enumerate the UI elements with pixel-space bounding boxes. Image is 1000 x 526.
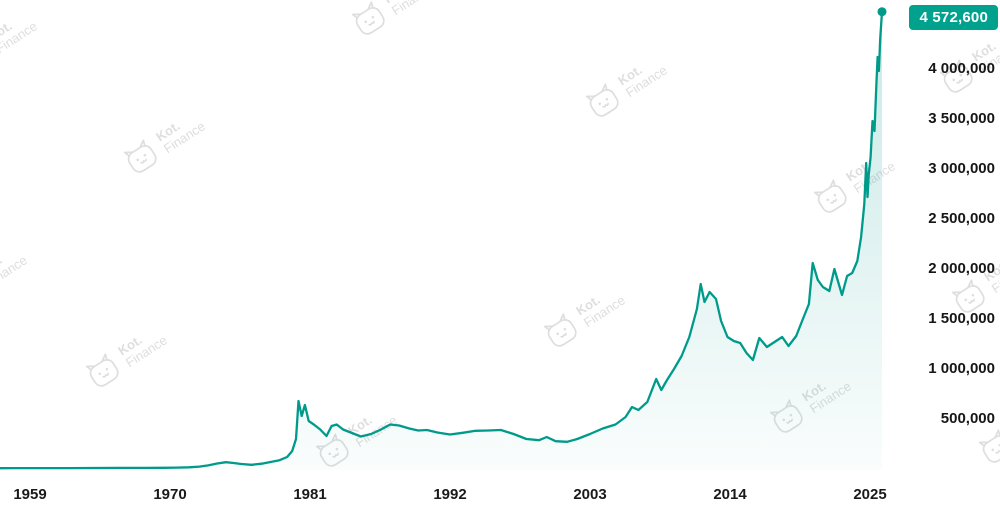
x-axis-label: 2003 — [573, 486, 607, 503]
current-value-badge: 4 572,600 — [909, 5, 998, 30]
x-axis-label: 1959 — [13, 486, 47, 503]
cat-logo-icon — [939, 59, 973, 93]
watermark: Kot.Finance — [947, 247, 1000, 320]
x-axis-label: 1970 — [153, 486, 187, 503]
watermark: Kot.Finance — [581, 51, 671, 124]
watermark: Kot.Finance — [119, 107, 209, 180]
y-axis-label: 1 500,000 — [928, 310, 995, 327]
x-axis-label: 2014 — [713, 486, 747, 503]
watermark: Kot.Finance — [347, 0, 437, 41]
cat-logo-icon — [813, 179, 847, 213]
y-axis-label: 4 000,000 — [928, 60, 995, 77]
cat-logo-icon — [123, 139, 157, 173]
y-axis-label: 2 000,000 — [928, 260, 995, 277]
y-axis-label: 500,000 — [940, 410, 995, 427]
y-axis-label: 1 000,000 — [928, 360, 995, 377]
cat-logo-icon — [951, 279, 985, 313]
watermark: Kot.Finance — [81, 321, 171, 394]
cat-logo-icon — [543, 313, 577, 347]
cat-logo-icon — [585, 83, 619, 117]
area-fill — [0, 11, 882, 470]
watermark: Kot.Finance — [935, 27, 1000, 100]
cat-logo-icon — [351, 1, 385, 35]
watermark: Kot.Finance — [539, 281, 629, 354]
price-line — [0, 10, 884, 470]
y-axis-label: 3 000,000 — [928, 160, 995, 177]
y-axis-label: 3 500,000 — [928, 110, 995, 127]
x-axis-label: 1992 — [433, 486, 467, 503]
watermark: Kot.Finance — [809, 147, 899, 220]
y-axis-label: 2 500,000 — [928, 210, 995, 227]
cat-logo-icon — [85, 353, 119, 387]
x-axis-label: 2025 — [853, 486, 887, 503]
last-point-dot — [877, 7, 887, 17]
x-axis-label: 1981 — [293, 486, 327, 503]
